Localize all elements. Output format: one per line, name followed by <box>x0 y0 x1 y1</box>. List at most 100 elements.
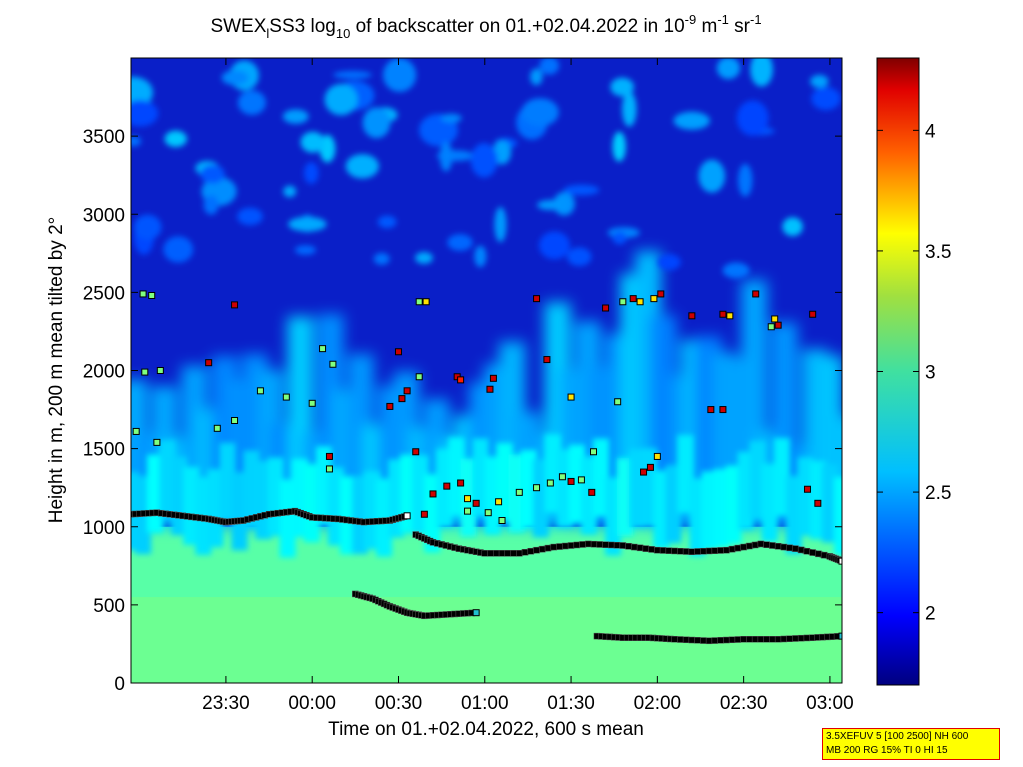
upper-patch <box>303 162 319 184</box>
layer-point <box>757 636 765 643</box>
layer-point <box>763 636 770 643</box>
layer-point <box>694 548 701 555</box>
cloud-marker <box>386 402 394 410</box>
aerosol-cell <box>653 470 670 549</box>
y-tick-label: 1000 <box>83 518 125 539</box>
y-axis-label: Height in m, 200 m mean tilted by 2° <box>46 217 67 523</box>
aerosol-cell <box>568 444 585 523</box>
layer-point <box>774 543 782 550</box>
cloud-marker <box>767 323 775 331</box>
layer-point <box>590 540 598 548</box>
layer-point <box>642 545 650 552</box>
upper-patch <box>738 163 753 197</box>
layer-point <box>498 550 506 557</box>
upper-patch <box>521 98 559 127</box>
colorbar-tick-label: 2 <box>925 604 936 625</box>
upper-patch <box>373 252 390 265</box>
x-tick-label: 00:00 <box>288 693 336 714</box>
layer-point <box>792 545 799 552</box>
upper-patch <box>131 100 159 127</box>
cloud-marker <box>719 310 727 318</box>
upper-patch <box>538 231 571 260</box>
upper-patches <box>131 58 841 279</box>
aerosol-cell <box>532 459 549 538</box>
layer-point <box>700 547 707 555</box>
layer-point <box>493 550 500 557</box>
aerosol-cell <box>592 438 609 517</box>
layer-point <box>717 547 724 554</box>
cloud-marker <box>489 374 497 382</box>
upper-patch <box>716 58 741 80</box>
aerosol-cell <box>243 450 260 529</box>
upper-patch <box>131 135 142 147</box>
aerosol-cell <box>159 440 176 519</box>
cloud-marker <box>588 488 596 496</box>
cloud-marker <box>156 367 164 374</box>
upper-patch <box>612 231 627 245</box>
cloud-marker <box>688 312 696 320</box>
layer-point <box>677 636 684 643</box>
layer-point <box>740 636 747 643</box>
layer-point <box>539 545 546 553</box>
layer-height-lines <box>131 507 842 645</box>
cloud-marker <box>814 499 822 507</box>
layer-point <box>717 637 724 644</box>
cloud-marker <box>132 427 140 435</box>
layer-end-point <box>472 609 480 617</box>
colorbar-ticks: 2 2.5 3 3.5 4 <box>877 121 951 625</box>
cloud-marker <box>153 438 161 446</box>
cloud-marker <box>205 359 213 367</box>
aerosol-cell <box>351 475 368 555</box>
layer-point <box>740 543 747 551</box>
layer-point <box>780 635 788 643</box>
layer-point <box>562 542 569 550</box>
layer-end-point <box>838 557 842 565</box>
layer-point <box>579 541 586 548</box>
upper-patch <box>811 87 841 111</box>
cloud-marker <box>422 298 430 306</box>
layer-point <box>803 634 811 642</box>
upper-patch <box>282 109 309 124</box>
cloud-marker <box>567 477 575 485</box>
cloud-marker <box>803 485 811 493</box>
layer-point <box>659 547 667 554</box>
cloud-marker <box>213 424 221 432</box>
layer-point <box>792 635 799 642</box>
layer-point <box>682 636 690 644</box>
cloud-marker <box>498 517 506 524</box>
layer-point <box>556 543 563 550</box>
cloud-marker <box>577 476 585 484</box>
cloud-marker <box>231 301 239 309</box>
layer-point <box>705 637 713 645</box>
upper-patch <box>163 236 194 263</box>
cloud-marker <box>546 479 554 487</box>
aerosol-cell <box>689 478 706 557</box>
aerosol-cell <box>797 457 814 536</box>
layer-point <box>608 541 615 549</box>
x-tick-label: 03:00 <box>806 693 854 714</box>
layer-point <box>585 540 592 548</box>
layer-point <box>809 549 816 556</box>
upper-patch <box>237 207 263 226</box>
upper-patch <box>782 217 803 237</box>
layer-point <box>602 541 609 548</box>
aerosol-cell <box>821 464 838 543</box>
upper-patch <box>164 130 187 148</box>
colorbar-tick-label: 2.5 <box>925 483 951 504</box>
upper-patch <box>200 164 225 184</box>
y-tick-label: 2500 <box>83 283 125 304</box>
x-tick-label: 00:30 <box>375 693 423 714</box>
cloud-marker <box>558 473 566 481</box>
layer-point <box>613 541 621 549</box>
layer-point <box>573 541 581 549</box>
x-tick-label: 02:30 <box>720 693 768 714</box>
aerosol-cell <box>279 479 296 558</box>
x-axis: 23:30 00:00 00:30 01:00 01:30 02:00 02:30 03:00 <box>202 58 854 714</box>
upper-patch <box>440 113 462 123</box>
layer-point <box>797 634 805 642</box>
layer-point <box>751 541 759 549</box>
cloud-marker <box>139 290 147 298</box>
y-tick-label: 500 <box>93 596 125 617</box>
upper-patch <box>610 77 634 97</box>
